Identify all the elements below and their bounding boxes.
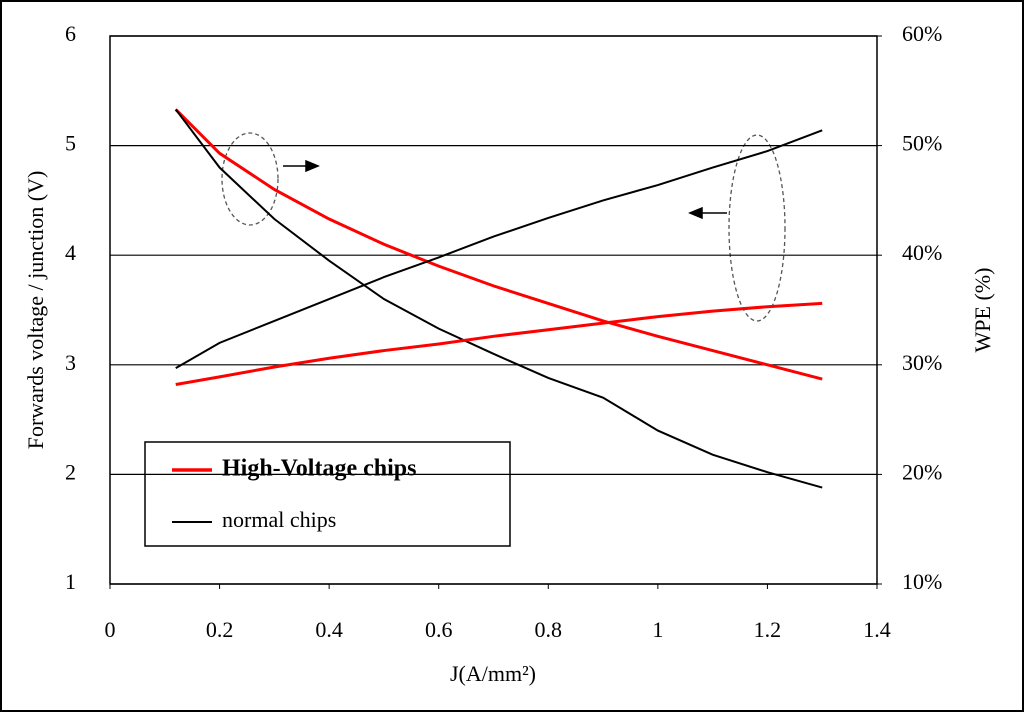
x-tick-label: 1.2: [754, 617, 782, 642]
x-tick-label: 1: [652, 617, 663, 642]
y2-tick-label: 50%: [902, 131, 942, 156]
y-tick-label: 4: [65, 240, 76, 265]
y2-tick-label: 60%: [902, 21, 942, 46]
x-tick-label: 0.4: [315, 617, 343, 642]
legend-label: normal chips: [222, 507, 336, 532]
y-tick-label: 2: [65, 459, 76, 484]
x-axis-label: J(A/mm²): [450, 661, 536, 686]
annotation-arrows: [283, 159, 727, 220]
x-tick-label: 0.6: [425, 617, 453, 642]
y-tick-label: 5: [65, 131, 76, 156]
x-tick-label: 1.4: [863, 617, 891, 642]
arrow-head: [305, 159, 320, 173]
series-line: [175, 129, 823, 369]
annotation-ellipse: [728, 134, 786, 322]
x-tick-label: 0: [105, 617, 116, 642]
series-line: [175, 301, 823, 387]
series-line: [174, 108, 823, 381]
y-tick-label: 3: [65, 350, 76, 375]
y2-tick-label: 20%: [902, 459, 942, 484]
series-line: [174, 108, 823, 489]
y-axis-label: Forwards voltage / junction (V): [23, 171, 48, 450]
y2-tick-label: 30%: [902, 350, 942, 375]
y-tick-label: 1: [65, 569, 76, 594]
annotations: [221, 132, 786, 322]
annotation-ellipse: [221, 132, 279, 226]
y2-axis-label: WPE (%): [970, 268, 995, 353]
x-tick-label: 0.8: [535, 617, 563, 642]
y2-tick-label: 40%: [902, 240, 942, 265]
arrow-head: [688, 206, 703, 220]
y-tick-label: 6: [65, 21, 76, 46]
x-tick-label: 0.2: [206, 617, 234, 642]
legend: [144, 441, 511, 547]
legend-label: High-Voltage chips: [222, 456, 416, 482]
y2-tick-label: 10%: [902, 569, 942, 594]
